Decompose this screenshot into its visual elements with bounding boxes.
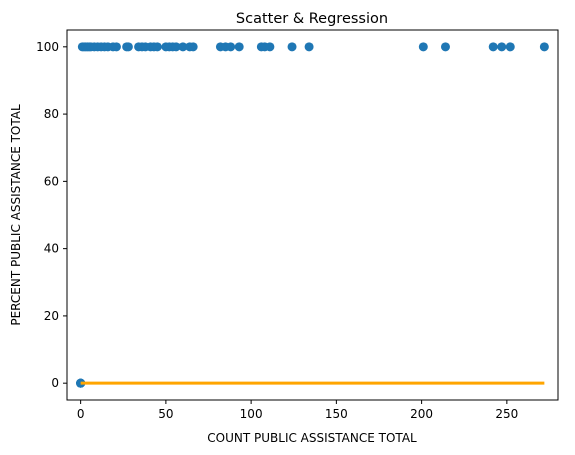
scatter-point: [152, 42, 162, 52]
plot-area: [76, 42, 549, 388]
x-tick-label: 100: [240, 407, 263, 421]
scatter-point: [304, 42, 314, 52]
y-tick-label: 60: [44, 174, 59, 188]
scatter-point: [111, 42, 121, 52]
x-tick-label: 0: [77, 407, 85, 421]
x-tick-label: 150: [325, 407, 348, 421]
scatter-point: [123, 42, 133, 52]
scatter-point: [497, 42, 507, 52]
scatter-point: [440, 42, 450, 52]
scatter-point: [488, 42, 498, 52]
x-tick-label: 50: [158, 407, 173, 421]
y-tick-label: 100: [36, 40, 59, 54]
scatter-point: [505, 42, 515, 52]
chart-title: Scatter & Regression: [236, 11, 388, 27]
x-axis: 0 50 100 150 200 250: [77, 400, 518, 421]
scatter-point: [418, 42, 428, 52]
scatter-point: [539, 42, 549, 52]
scatter-point: [171, 42, 181, 52]
y-axis: 0 20 40 60 80 100: [36, 40, 67, 390]
x-axis-title: COUNT PUBLIC ASSISTANCE TOTAL: [207, 431, 417, 445]
scatter-point: [226, 42, 236, 52]
y-tick-label: 20: [44, 309, 59, 323]
plot-frame: [66, 29, 559, 401]
y-tick-label: 40: [44, 242, 59, 256]
scatter-point: [234, 42, 244, 52]
x-tick-label: 250: [495, 407, 518, 421]
scatter-point: [178, 42, 188, 52]
y-tick-label: 0: [51, 376, 59, 390]
scatter-point: [287, 42, 297, 52]
y-tick-label: 80: [44, 107, 59, 121]
y-axis-title: PERCENT PUBLIC ASSISTANCE TOTAL: [9, 104, 23, 326]
scatter-point: [188, 42, 198, 52]
scatter-point: [265, 42, 275, 52]
x-tick-label: 200: [410, 407, 433, 421]
